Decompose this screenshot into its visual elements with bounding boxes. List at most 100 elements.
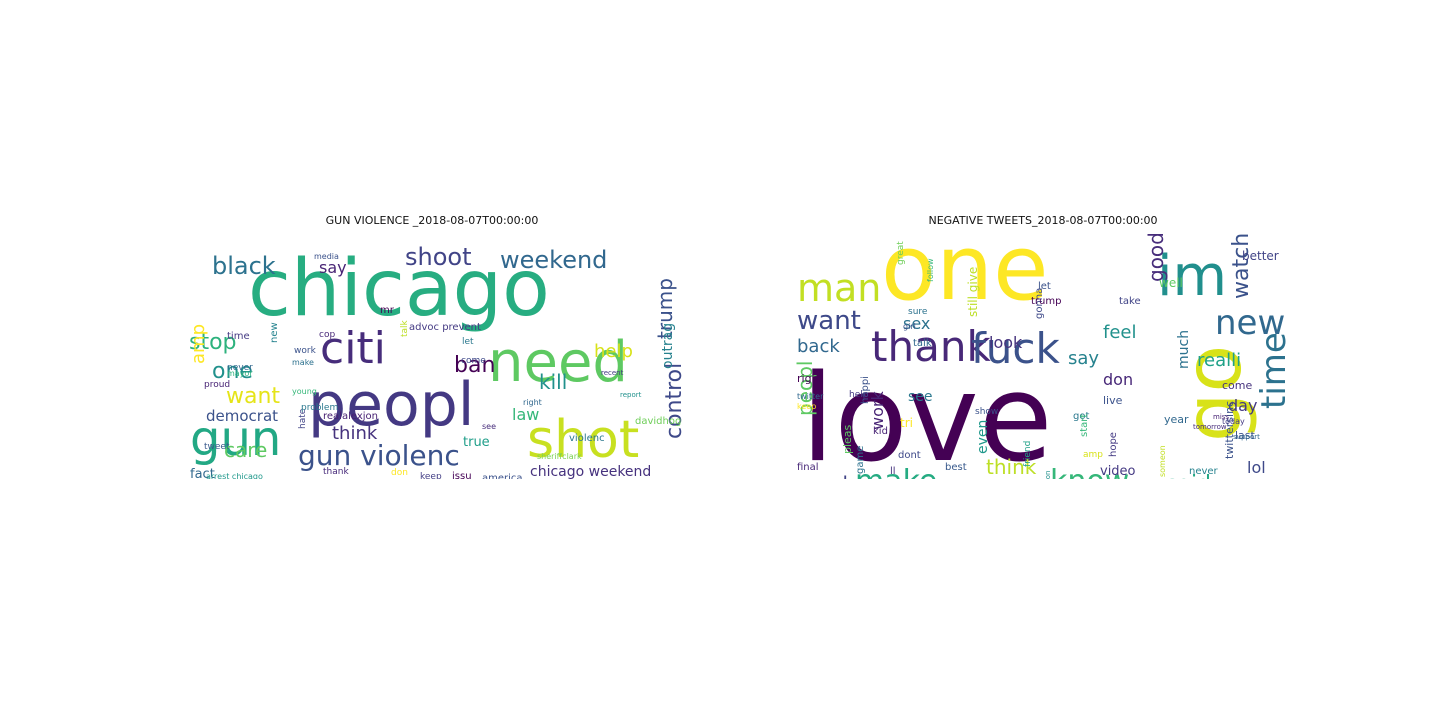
word-media: media — [314, 252, 339, 261]
word-fact: fact — [190, 467, 215, 479]
word-want: want — [226, 384, 280, 409]
word-violenc: violenc — [569, 433, 605, 444]
word-talk: talk — [913, 338, 932, 349]
word-got: got — [1073, 411, 1089, 422]
word-happi: happi — [860, 376, 871, 404]
word-ban: ban — [454, 353, 495, 378]
word-girl: girl — [903, 322, 916, 331]
word-want: want — [797, 306, 861, 336]
word-last: last — [1235, 429, 1256, 442]
wordcloud-panel-negative-tweets: NEGATIVE TWEETS_2018-08-07T00:00:00 love… — [793, 213, 1293, 479]
word-know: know — [1050, 464, 1129, 479]
word-amp: amp — [1083, 450, 1103, 460]
word-realli: realli — [1197, 350, 1241, 371]
word-chicago-weekend: chicago weekend — [530, 464, 651, 479]
word-ll: ll — [890, 466, 896, 477]
word-never: never — [1189, 466, 1219, 477]
word-miss: miss — [1213, 413, 1229, 421]
word-im: im — [1157, 244, 1227, 309]
word-mr: mr — [380, 305, 395, 316]
word-support: support — [1233, 433, 1260, 441]
word-twitter: twitter — [797, 392, 824, 401]
word-care: care — [224, 438, 267, 462]
panel-title: NEGATIVE TWEETS_2018-08-07T00:00:00 — [928, 214, 1158, 227]
word-video: video — [1100, 464, 1136, 479]
word-true: true — [463, 435, 490, 450]
word-game: game — [855, 446, 866, 474]
word-trump: trump — [653, 278, 677, 339]
word-say: say — [1068, 348, 1099, 369]
word-let: let — [462, 337, 474, 347]
word-arrest-chicago: arrest chicago — [206, 472, 263, 479]
word-peopl: peopl — [308, 370, 474, 440]
word-time: time — [227, 331, 250, 342]
word-time: time — [1254, 332, 1293, 409]
word-help: help — [849, 390, 869, 400]
word-think: think — [332, 423, 378, 444]
word-davidhogg111: davidhogg111 — [635, 416, 682, 427]
word-shoot: shoot — [405, 243, 472, 271]
word-amp: amp — [188, 324, 209, 364]
word-make: make — [855, 464, 937, 479]
word-well: well — [1159, 276, 1183, 290]
word-look: look — [989, 333, 1023, 352]
word-still-give: still give — [966, 267, 980, 317]
word-mayor: mayor — [227, 369, 253, 378]
word-law: law — [512, 405, 539, 424]
word-said: said — [1166, 472, 1211, 479]
word-new: new — [269, 322, 280, 343]
word-never: never — [227, 363, 253, 373]
word-good: good — [1144, 232, 1168, 282]
word-see: see — [482, 422, 496, 431]
word-thank: thank — [871, 322, 991, 371]
word-report: report — [620, 391, 642, 399]
word-man: man — [797, 266, 881, 310]
word-year: year — [1164, 413, 1189, 426]
word-kill: kill — [539, 370, 567, 394]
word-sheriffclark: sheriffclark — [537, 452, 582, 461]
word-stop: stop — [189, 330, 237, 355]
word-one: one — [212, 359, 253, 384]
word-gonna: gonna — [1034, 288, 1045, 319]
word-outrag: outrag — [660, 323, 676, 369]
word-sure: sure — [908, 307, 928, 317]
word-fuck: fuck — [971, 324, 1060, 373]
word-better: better — [1242, 249, 1279, 263]
word-america: america — [482, 473, 523, 479]
word-advoc-prevent: advoc prevent — [409, 322, 481, 333]
word-talk: talk — [400, 319, 410, 337]
word-even: even — [975, 420, 991, 454]
word-dont: dont — [898, 450, 921, 461]
word-right: right — [797, 372, 824, 385]
word-chicago: chicago — [248, 244, 550, 334]
word-tri: tri — [900, 416, 913, 430]
word-peopl: peopl — [793, 361, 817, 417]
word-everyon: everyon — [1044, 471, 1052, 480]
word-take: take — [1119, 296, 1141, 307]
word-say: say — [319, 258, 347, 277]
word-democrat: democrat — [206, 407, 278, 425]
word-issu: issu — [452, 471, 472, 479]
word-someon: someon — [1158, 445, 1167, 477]
word-live: live — [1103, 394, 1123, 407]
word-twittersinc: twittersinc — [1223, 401, 1236, 459]
word-don: don — [391, 468, 408, 478]
word-hope: hope — [1108, 432, 1119, 457]
word-black: black — [212, 252, 276, 280]
word-problem: problem — [301, 403, 338, 413]
word-tweet: tweet — [204, 442, 230, 452]
word-see: see — [908, 389, 933, 405]
word-proud: proud — [204, 380, 230, 390]
wordcloud-panel-gun-violence: GUN VIOLENCE _2018-08-07T00:00:00 chicag… — [182, 213, 682, 479]
word-need: need — [488, 330, 628, 395]
word-gun-violenc: gun violenc — [298, 439, 460, 472]
word-cop: cop — [319, 330, 335, 340]
word-let: let — [1038, 281, 1051, 292]
word-control: control — [662, 363, 682, 439]
word-watch: watch — [1229, 233, 1254, 299]
word-gun: gun — [190, 411, 281, 467]
word-feel: feel — [1103, 322, 1137, 343]
word-need: need — [798, 472, 848, 479]
